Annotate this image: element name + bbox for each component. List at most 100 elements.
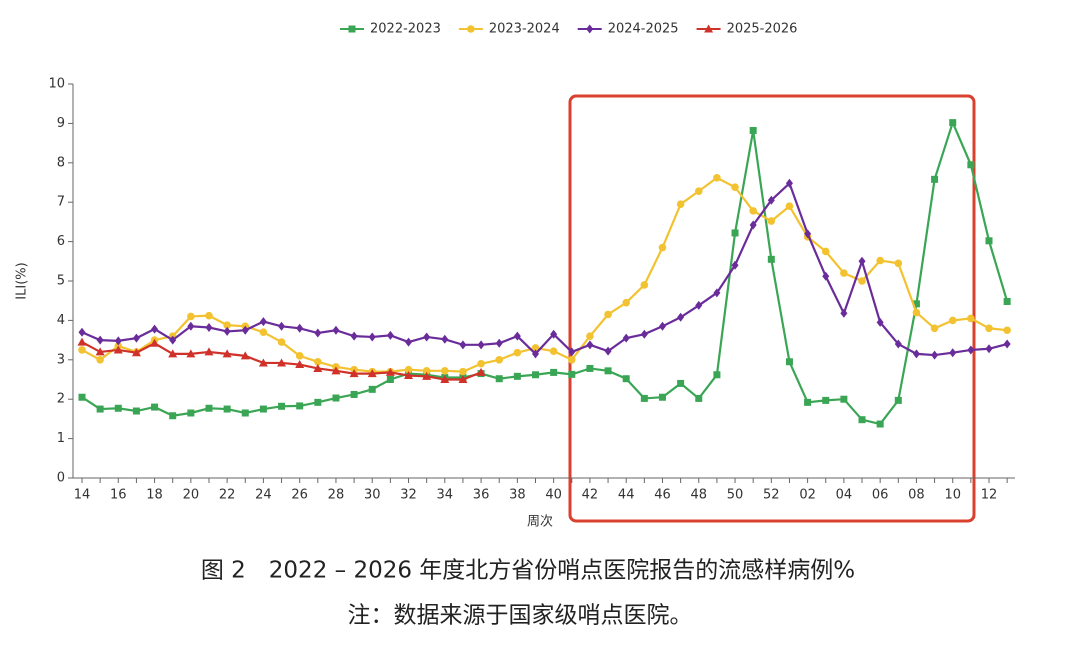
- data-point: [295, 360, 305, 369]
- data-point: [204, 347, 214, 356]
- data-point: [967, 345, 975, 355]
- data-point: [658, 393, 666, 401]
- y-tick-label: 4: [57, 313, 65, 328]
- data-point: [767, 217, 776, 225]
- data-point: [459, 340, 467, 350]
- x-tick-label: 46: [654, 488, 671, 503]
- data-point: [948, 316, 957, 325]
- legend-label: 2023-2024: [489, 22, 560, 37]
- data-point: [78, 327, 86, 337]
- data-point: [713, 173, 721, 182]
- data-point: [241, 325, 249, 335]
- data-point: [1003, 339, 1011, 349]
- data-point: [640, 281, 649, 289]
- data-point: [404, 365, 413, 374]
- series-line: [81, 176, 1008, 373]
- data-point: [931, 350, 939, 360]
- x-tick-label: 26: [291, 488, 308, 503]
- data-point: [477, 359, 485, 368]
- legend-marker: [704, 24, 714, 33]
- data-point: [132, 407, 140, 415]
- data-point: [912, 308, 921, 317]
- data-point: [96, 405, 104, 413]
- data-point: [132, 333, 140, 343]
- data-point: [422, 371, 432, 380]
- data-point: [876, 420, 884, 428]
- data-point: [259, 405, 267, 413]
- data-point: [114, 336, 122, 346]
- x-tick-label: 14: [74, 488, 91, 503]
- note: 注：数据来源于国家级哨点医院。: [348, 603, 693, 629]
- data-point: [113, 345, 123, 354]
- y-tick-label: 2: [57, 392, 65, 407]
- data-point: [858, 277, 866, 285]
- data-point: [785, 202, 794, 210]
- data-point: [676, 200, 685, 208]
- data-point: [568, 370, 576, 378]
- data-point: [695, 300, 703, 310]
- y-tick-label: 1: [57, 431, 65, 446]
- data-point: [840, 395, 848, 403]
- data-point: [169, 335, 177, 345]
- x-tick-label: 20: [183, 488, 200, 503]
- data-point: [205, 322, 213, 332]
- data-point: [187, 321, 195, 331]
- data-point: [495, 356, 504, 364]
- x-tick-label: 28: [328, 488, 345, 503]
- data-point: [95, 347, 105, 356]
- data-point: [767, 255, 775, 263]
- data-point: [967, 314, 975, 323]
- data-point: [876, 256, 884, 265]
- x-tick-label: 52: [763, 488, 780, 503]
- data-point: [640, 394, 648, 402]
- data-point: [386, 330, 394, 340]
- data-point: [804, 398, 812, 406]
- x-tick-label: 48: [690, 488, 707, 503]
- data-point: [314, 398, 322, 406]
- x-tick-label: 36: [473, 488, 490, 503]
- data-point: [985, 344, 993, 354]
- x-tick-label: 30: [364, 488, 381, 503]
- data-point: [513, 348, 522, 357]
- series-line: [81, 119, 1009, 426]
- data-point: [586, 364, 594, 372]
- data-point: [985, 324, 993, 333]
- data-point: [931, 175, 939, 183]
- data-point: [912, 349, 920, 359]
- data-point: [550, 368, 558, 376]
- data-point: [985, 237, 993, 245]
- legend-label: 2022-2023: [370, 22, 441, 37]
- y-tick-label: 10: [48, 77, 65, 92]
- data-point: [840, 269, 848, 277]
- data-point: [532, 349, 539, 359]
- data-point: [277, 338, 286, 346]
- data-point: [186, 349, 196, 358]
- data-point: [731, 229, 739, 237]
- data-point: [640, 329, 648, 339]
- data-point: [78, 393, 86, 401]
- data-point: [713, 371, 721, 379]
- data-point: [586, 340, 594, 350]
- legend-marker: [586, 24, 594, 34]
- y-tick-label: 3: [57, 352, 65, 367]
- data-point: [604, 310, 612, 319]
- y-tick-label: 9: [57, 116, 65, 131]
- data-point: [677, 379, 685, 387]
- y-tick-label: 8: [57, 155, 65, 170]
- data-point: [258, 358, 268, 367]
- data-point: [622, 375, 630, 383]
- data-point: [495, 338, 503, 348]
- data-point: [532, 371, 539, 379]
- y-tick-label: 5: [57, 274, 65, 289]
- data-point: [549, 347, 558, 355]
- data-point: [513, 331, 521, 341]
- data-point: [296, 402, 304, 410]
- data-point: [350, 331, 358, 341]
- data-point: [151, 324, 159, 334]
- legend-marker: [348, 25, 356, 33]
- highlight-box: [568, 94, 976, 523]
- data-point: [568, 347, 576, 357]
- x-tick-label: 34: [437, 488, 454, 503]
- data-point: [749, 220, 757, 230]
- x-axis-label: 周次: [527, 514, 553, 530]
